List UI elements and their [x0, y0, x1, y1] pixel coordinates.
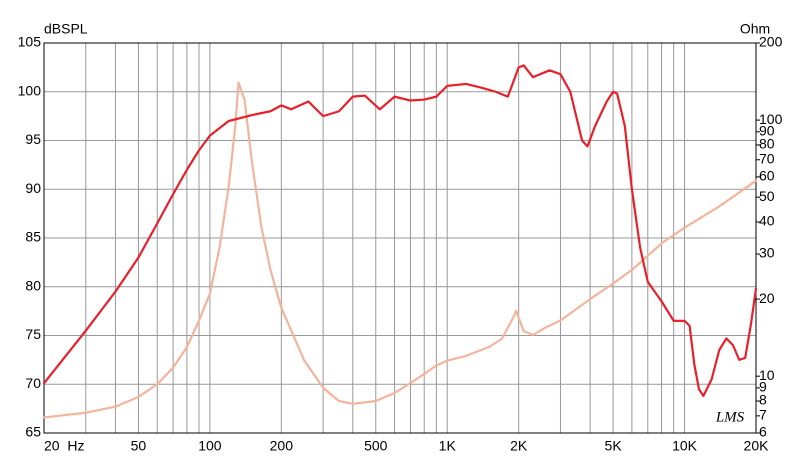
y2-axis-label: Ohm [740, 21, 770, 37]
plot-frame [43, 42, 757, 434]
y-tick-label: 80 [25, 277, 41, 293]
y-tick-label: 95 [25, 131, 41, 147]
y2-tick-label: 7 [759, 407, 767, 423]
x-tick-label: 20 Hz [44, 438, 84, 454]
y2-tick-label: 100 [759, 111, 783, 127]
y-tick-label: 85 [25, 229, 41, 245]
y2-tick-label: 8 [759, 392, 767, 408]
y2-tick-label: 60 [759, 168, 775, 184]
x-tick-label: 2K [510, 438, 528, 454]
data-line [42, 81, 758, 419]
y-axis-label: dBSPL [44, 21, 88, 37]
y-tick-label: 75 [25, 326, 41, 342]
y-tick-label: 90 [25, 180, 41, 196]
y2-tick-label: 80 [759, 136, 775, 152]
y-tick-label: 70 [25, 375, 41, 391]
watermark: LMS [715, 409, 745, 425]
x-tick-label: 10K [672, 438, 698, 454]
y2-tick-label: 6 [759, 424, 767, 440]
y-tick-label: 100 [18, 82, 42, 98]
y2-tick-label: 200 [759, 34, 783, 50]
y2-tick-label: 90 [759, 123, 775, 139]
y2-tick-label: 50 [759, 188, 775, 204]
y2-tick-label: 40 [759, 213, 775, 229]
y-tick-label: 105 [18, 34, 42, 50]
x-tick-label: 100 [198, 438, 222, 454]
x-tick-label: 5K [605, 438, 623, 454]
x-tick-label: 1K [439, 438, 457, 454]
data-line [42, 64, 758, 398]
y2-tick-label: 20 [759, 290, 775, 306]
y2-tick-label: 10 [759, 367, 775, 383]
x-tick-label: 20K [744, 438, 770, 454]
y2-tick-label: 70 [759, 150, 775, 166]
y2-tick-label: 9 [759, 379, 767, 395]
x-tick-label: 200 [270, 438, 294, 454]
y2-tick-label: 30 [759, 245, 775, 261]
y-tick-label: 65 [25, 424, 41, 440]
x-tick-label: 50 [131, 438, 147, 454]
x-tick-label: 500 [364, 438, 388, 454]
